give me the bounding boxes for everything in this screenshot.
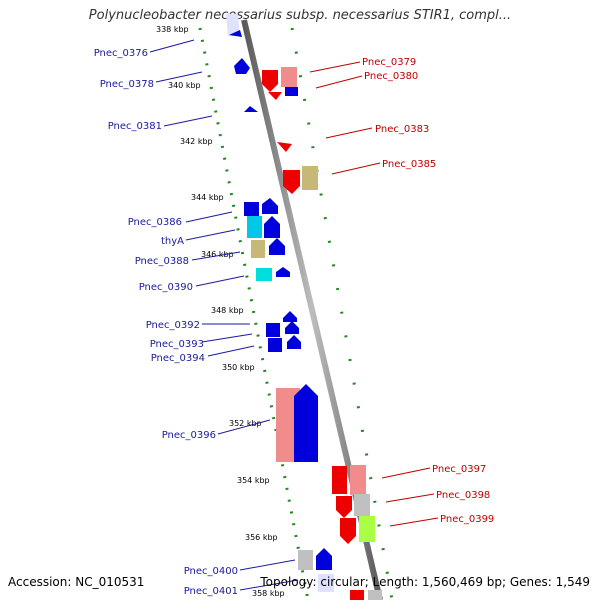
gene-label[interactable]: Pnec_0376 — [94, 48, 148, 59]
left-leader-lines — [149, 39, 299, 591]
gene-feature[interactable] — [229, 30, 242, 37]
gene-label[interactable]: Pnec_0383 — [375, 124, 429, 135]
ruler-label: 348 kbp — [211, 306, 244, 315]
gene-label[interactable]: Pnec_0400 — [184, 566, 238, 577]
gene-feature[interactable] — [268, 92, 282, 100]
gene-label[interactable]: Pnec_0380 — [364, 71, 418, 82]
gene-label[interactable]: Pnec_0378 — [100, 79, 154, 90]
ruler-label: 342 kbp — [180, 137, 213, 146]
gene-label[interactable]: Pnec_0381 — [108, 121, 162, 132]
gene-feature[interactable] — [285, 321, 299, 334]
accession-text: Accession: NC_010531 — [8, 575, 145, 589]
gene-label[interactable]: Pnec_0397 — [432, 464, 486, 475]
gene-feature[interactable] — [276, 267, 290, 277]
forward-track[interactable] — [226, 14, 334, 592]
gene-label[interactable]: Pnec_0392 — [146, 320, 200, 331]
gene-feature[interactable] — [281, 67, 297, 87]
gene-label[interactable]: Pnec_0385 — [382, 159, 436, 170]
gene-feature[interactable] — [262, 70, 278, 92]
gene-label[interactable]: thyA — [161, 236, 184, 247]
gene-label[interactable]: Pnec_0398 — [436, 490, 490, 501]
topology-summary: Topology: circular; Length: 1,560,469 bp… — [260, 575, 590, 589]
gene-label[interactable]: Pnec_0396 — [162, 430, 216, 441]
ruler-label: 354 kbp — [237, 476, 270, 485]
gene-feature[interactable] — [285, 87, 298, 96]
gene-feature[interactable] — [234, 58, 250, 74]
ruler-label: 340 kbp — [168, 81, 201, 90]
gene-label[interactable]: Pnec_0379 — [362, 57, 416, 68]
gene-feature[interactable] — [287, 335, 301, 349]
ruler-label: 356 kbp — [245, 533, 278, 542]
gene-label[interactable]: Pnec_0386 — [128, 217, 182, 228]
gene-feature[interactable] — [226, 14, 240, 36]
gene-feature[interactable] — [247, 216, 262, 238]
map-title: Polynucleobacter necessarius subsp. nece… — [88, 8, 512, 23]
ruler-band-outer-left — [198, 27, 310, 600]
gene-feature[interactable] — [294, 384, 318, 462]
gene-feature[interactable] — [359, 516, 375, 542]
gene-feature[interactable] — [268, 338, 282, 352]
right-gene-labels: Pnec_0379 Pnec_0380 Pnec_0383 Pnec_0385 … — [362, 57, 494, 525]
ruler-band-outer-right — [290, 27, 394, 600]
gene-feature[interactable] — [336, 496, 352, 518]
gene-feature[interactable] — [354, 494, 370, 516]
ruler-label: 358 kbp — [252, 589, 285, 598]
right-leader-lines — [309, 61, 439, 527]
reverse-track[interactable] — [262, 67, 382, 600]
ruler-label: 352 kbp — [229, 419, 262, 428]
gene-feature[interactable] — [244, 202, 259, 216]
gene-feature[interactable] — [318, 574, 334, 592]
ruler-label: 350 kbp — [222, 363, 255, 372]
gene-feature[interactable] — [283, 170, 300, 194]
gene-feature[interactable] — [251, 240, 265, 258]
gene-feature[interactable] — [302, 166, 318, 190]
gene-feature[interactable] — [298, 550, 313, 570]
gene-feature[interactable] — [332, 466, 347, 494]
ruler-label: 344 kbp — [191, 193, 224, 202]
gene-feature[interactable] — [368, 590, 382, 600]
gene-feature[interactable] — [262, 198, 278, 214]
gene-label[interactable]: Pnec_0394 — [151, 353, 205, 364]
left-gene-labels: Pnec_0376 Pnec_0378 Pnec_0381 Pnec_0386 … — [94, 48, 238, 597]
gene-label[interactable]: Pnec_0393 — [150, 339, 204, 350]
gene-feature[interactable] — [283, 311, 297, 322]
gene-feature[interactable] — [266, 323, 280, 337]
ruler-label: 338 kbp — [156, 25, 189, 34]
gene-feature[interactable] — [340, 518, 356, 544]
gene-feature[interactable] — [256, 268, 272, 281]
gene-label[interactable]: Pnec_0390 — [139, 282, 193, 293]
gene-feature[interactable] — [316, 548, 332, 570]
gene-feature[interactable] — [277, 142, 292, 152]
gene-feature[interactable] — [350, 465, 366, 495]
gene-feature[interactable] — [264, 216, 280, 238]
ruler-labels: 338 kbp 340 kbp 342 kbp 344 kbp 346 kbp … — [156, 25, 285, 598]
gene-label[interactable]: Pnec_0401 — [184, 586, 238, 597]
gene-feature[interactable] — [244, 106, 258, 112]
ruler-label: 346 kbp — [201, 250, 234, 259]
gene-feature[interactable] — [350, 590, 364, 600]
gene-feature[interactable] — [269, 238, 285, 255]
gene-label[interactable]: Pnec_0399 — [440, 514, 494, 525]
gene-label[interactable]: Pnec_0388 — [135, 256, 189, 267]
